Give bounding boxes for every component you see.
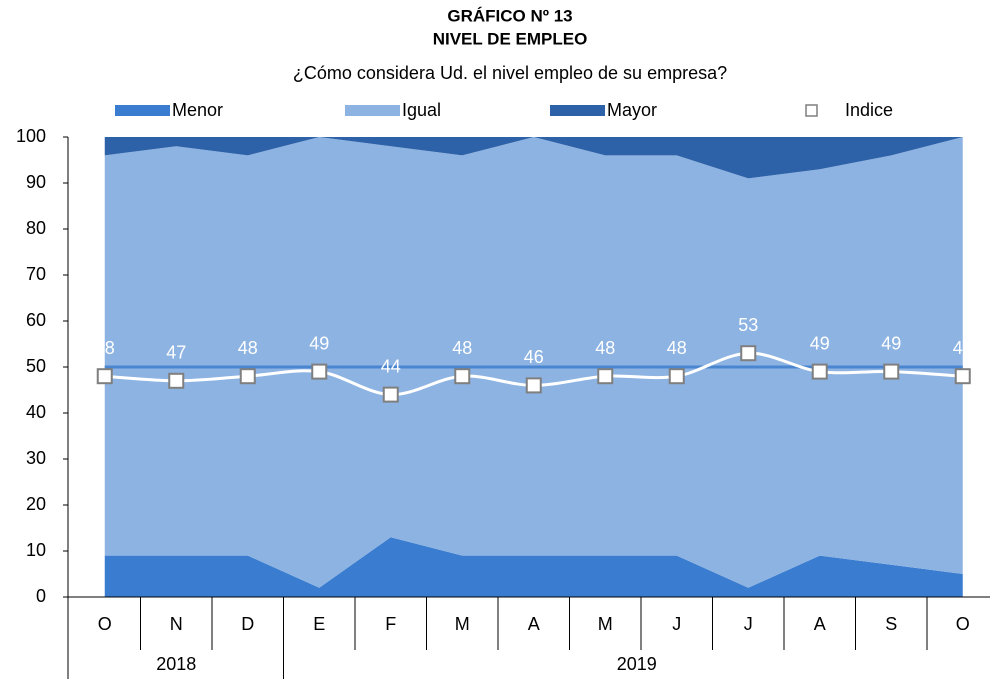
legend-marker <box>805 104 818 117</box>
area <box>104 137 963 588</box>
index-marker <box>168 372 185 389</box>
x-tick-label: O <box>98 614 112 634</box>
chart-title: GRÁFICO Nº 13 <box>447 6 572 25</box>
x-tick-label: F <box>385 614 396 634</box>
legend-label: Indice <box>845 100 893 120</box>
data-label: 48 <box>95 338 115 358</box>
x-tick-label: D <box>241 614 254 634</box>
data-label: 48 <box>953 338 973 358</box>
index-marker <box>311 363 328 380</box>
x-tick-label: E <box>313 614 325 634</box>
index-marker <box>96 368 113 385</box>
x-tick-label: O <box>956 614 970 634</box>
area <box>104 537 963 597</box>
legend-label: Mayor <box>607 100 657 120</box>
data-label: 48 <box>238 338 258 358</box>
data-label: 47 <box>166 343 186 363</box>
index-marker <box>740 345 757 362</box>
index-marker <box>454 368 471 385</box>
x-tick-label: A <box>814 614 826 634</box>
data-label: 53 <box>738 315 758 335</box>
y-tick-label: 10 <box>26 540 46 560</box>
x-tick-label: A <box>528 614 540 634</box>
index-marker <box>668 368 685 385</box>
x-tick-label: M <box>455 614 470 634</box>
data-label: 46 <box>524 347 544 367</box>
legend-swatch <box>115 105 170 116</box>
data-label: 49 <box>810 333 830 353</box>
y-tick-label: 70 <box>26 264 46 284</box>
index-marker <box>382 386 399 403</box>
data-label: 49 <box>309 333 329 353</box>
y-tick-label: 30 <box>26 448 46 468</box>
area <box>104 137 963 179</box>
legend-swatch <box>345 105 400 116</box>
x-tick-label: J <box>672 614 681 634</box>
chart-question: ¿Cómo considera Ud. el nivel empleo de s… <box>293 63 727 83</box>
index-marker <box>811 363 828 380</box>
y-tick-label: 0 <box>36 586 46 606</box>
index-marker <box>883 363 900 380</box>
y-tick-label: 50 <box>26 356 46 376</box>
data-label: 48 <box>667 338 687 358</box>
legend-label: Menor <box>172 100 223 120</box>
data-label: 48 <box>595 338 615 358</box>
x-tick-label: S <box>885 614 897 634</box>
y-tick-label: 100 <box>16 126 46 146</box>
index-marker <box>597 368 614 385</box>
data-label: 44 <box>381 356 401 376</box>
legend-label: Igual <box>402 100 441 120</box>
data-label: 49 <box>881 333 901 353</box>
x-tick-label: M <box>598 614 613 634</box>
legend-swatch <box>550 105 605 116</box>
x-tick-label: J <box>744 614 753 634</box>
x-tick-label: N <box>170 614 183 634</box>
index-marker <box>239 368 256 385</box>
y-tick-label: 60 <box>26 310 46 330</box>
y-tick-label: 80 <box>26 218 46 238</box>
group-label: 2019 <box>617 654 657 674</box>
y-tick-label: 40 <box>26 402 46 422</box>
index-marker <box>954 368 971 385</box>
group-label: 2018 <box>156 654 196 674</box>
data-label: 48 <box>452 338 472 358</box>
chart-subtitle: NIVEL DE EMPLEO <box>433 29 588 48</box>
y-tick-label: 90 <box>26 172 46 192</box>
index-marker <box>525 377 542 394</box>
y-tick-label: 20 <box>26 494 46 514</box>
